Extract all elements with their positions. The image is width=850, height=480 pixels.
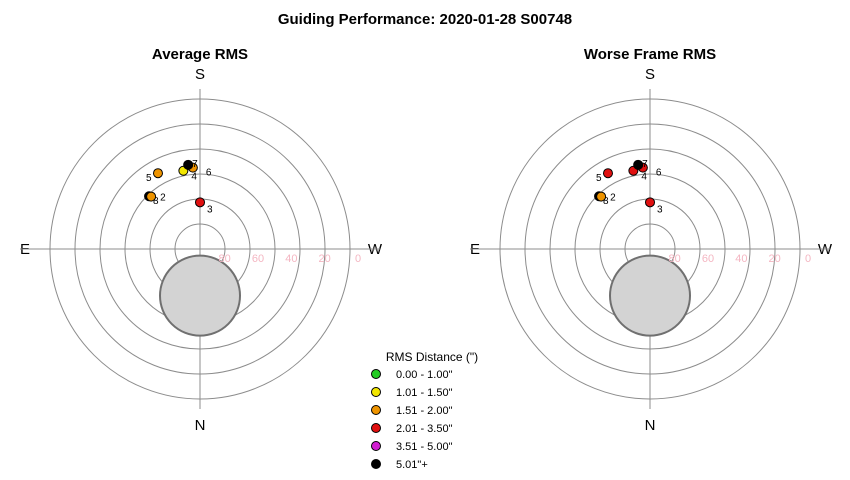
point-label: 4 <box>191 172 197 183</box>
worse-frame-rms-panel: Worse Frame RMS S N E W 80 60 40 20 0 38 25 4 6… <box>470 46 833 434</box>
altitude-tick-label: 80 <box>669 253 681 265</box>
polar-grid <box>470 89 830 409</box>
altitude-tick-label: 60 <box>252 253 264 265</box>
point-label: 5 <box>146 173 152 184</box>
legend-swatch <box>371 423 381 433</box>
point-label: 7 <box>642 159 648 170</box>
altitude-tick-label: 20 <box>769 253 781 265</box>
average-rms-title: Average RMS <box>152 46 248 63</box>
data-points: 3 8 25 4 67 <box>594 159 663 215</box>
rms-legend: RMS Distance (") 0.00 - 1.00" 1.01 - 1.5… <box>371 350 478 471</box>
compass-south-label: S <box>645 66 655 83</box>
point-label: 3 <box>657 204 663 215</box>
legend-swatch <box>371 369 381 379</box>
legend-label: 3.51 - 5.00" <box>396 441 453 453</box>
average-rms-panel: Average RMS S N E W 80 60 40 20 0 38 25 4 67 <box>20 46 383 434</box>
point-label: 2 <box>160 193 166 204</box>
legend-label: 5.01"+ <box>396 459 428 471</box>
point-label: 6 <box>206 168 212 179</box>
legend-item: 1.01 - 1.50" <box>371 387 453 399</box>
data-point <box>596 191 607 202</box>
point-label: 7 <box>192 159 198 170</box>
polar-grid <box>20 89 380 409</box>
worse-frame-rms-title: Worse Frame RMS <box>584 46 716 63</box>
legend-item: 5.01"+ <box>371 459 428 471</box>
legend-swatch <box>371 387 381 397</box>
legend-swatch <box>371 459 381 469</box>
point-label: 2 <box>610 193 616 204</box>
altitude-tick-label: 20 <box>319 253 331 265</box>
legend-title: RMS Distance (") <box>386 350 478 364</box>
legend-item: 1.51 - 2.00" <box>371 405 453 417</box>
legend-label: 2.01 - 3.50" <box>396 423 453 435</box>
altitude-tick-label: 60 <box>702 253 714 265</box>
data-point <box>602 168 613 179</box>
data-point <box>645 197 655 208</box>
data-point <box>195 197 205 208</box>
legend-swatch <box>371 405 381 415</box>
legend-swatch <box>371 441 381 451</box>
obstruction-disk <box>159 254 241 337</box>
radial-tick-labels: 80 60 40 20 0 <box>219 253 362 265</box>
radial-tick-labels: 80 60 40 20 0 <box>669 253 812 265</box>
point-label: 6 <box>656 168 662 179</box>
legend-item: 2.01 - 3.50" <box>371 423 453 435</box>
data-point <box>152 168 163 179</box>
altitude-tick-label: 80 <box>219 253 231 265</box>
altitude-tick-label: 0 <box>355 253 361 265</box>
legend-label: 0.00 - 1.00" <box>396 369 453 381</box>
compass-south-label: S <box>195 66 205 83</box>
data-point <box>633 159 644 170</box>
legend-label: 1.51 - 2.00" <box>396 405 453 417</box>
data-point <box>183 159 194 170</box>
legend-label: 1.01 - 1.50" <box>396 387 453 399</box>
point-label: 8 <box>153 196 159 207</box>
legend-item: 0.00 - 1.00" <box>371 369 453 381</box>
data-point <box>146 191 157 202</box>
point-label: 3 <box>207 204 213 215</box>
legend-item: 3.51 - 5.00" <box>371 441 453 453</box>
altitude-tick-label: 0 <box>805 253 811 265</box>
point-label: 8 <box>603 196 609 207</box>
compass-north-label: N <box>195 417 206 434</box>
data-points: 3 8 25 4 67 <box>144 159 213 215</box>
altitude-tick-label: 40 <box>285 253 297 265</box>
point-label: 5 <box>596 173 602 184</box>
compass-north-label: N <box>645 417 656 434</box>
obstruction-disk <box>609 254 691 337</box>
altitude-tick-label: 40 <box>735 253 747 265</box>
figure-title: Guiding Performance: 2020-01-28 S00748 <box>278 11 572 28</box>
point-label: 4 <box>641 172 647 183</box>
